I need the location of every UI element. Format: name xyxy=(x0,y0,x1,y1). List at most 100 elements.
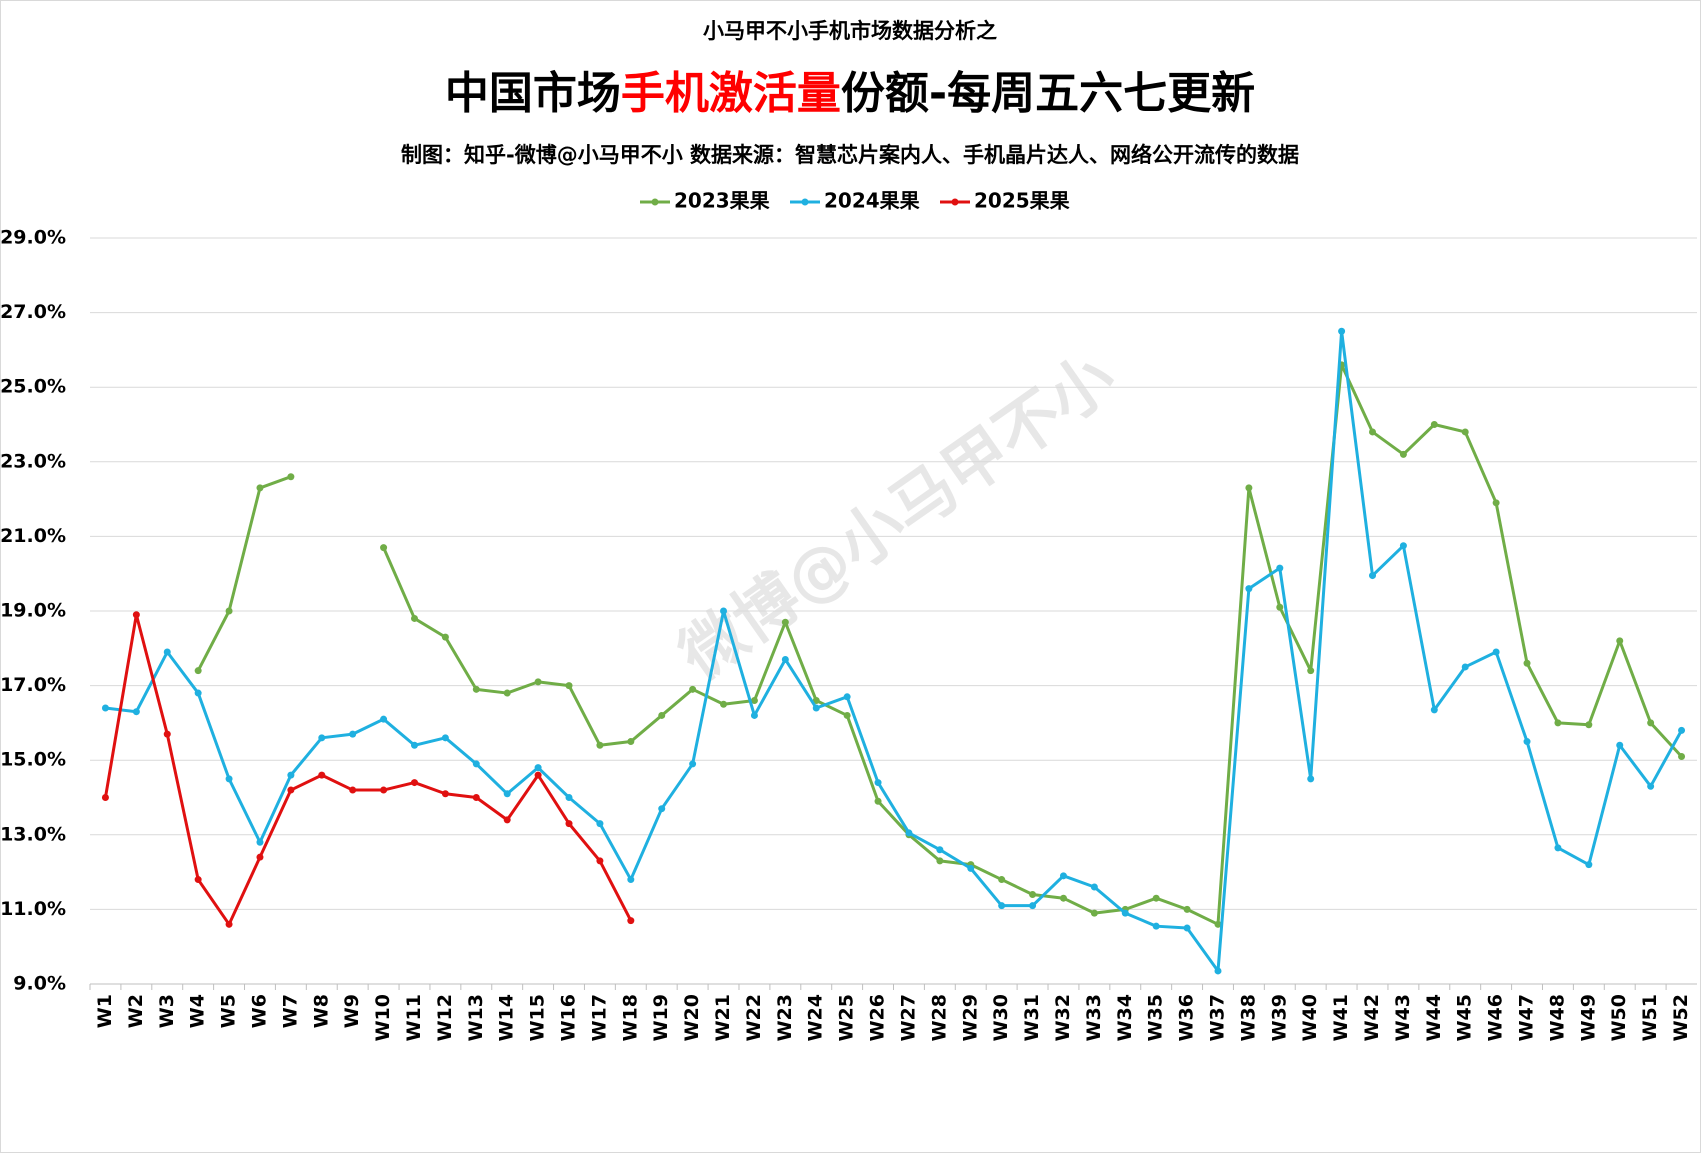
y-tick-label: 17.0% xyxy=(0,674,66,696)
x-tick-label: W34 xyxy=(1114,994,1136,1041)
series-point xyxy=(812,704,820,712)
y-tick-label: 23.0% xyxy=(0,450,66,472)
series-point xyxy=(1214,920,1222,928)
series-point xyxy=(380,786,388,794)
series-point xyxy=(1678,726,1686,734)
series-point xyxy=(503,816,511,824)
legend-dot xyxy=(651,198,659,206)
series-point xyxy=(1059,872,1067,880)
x-tick-label: W26 xyxy=(867,994,889,1041)
y-tick-label: 27.0% xyxy=(0,301,66,323)
series-point xyxy=(1647,782,1655,790)
series-point xyxy=(472,685,480,693)
title-part: 手机激活量 xyxy=(621,68,841,119)
series-point xyxy=(163,730,171,738)
series-point xyxy=(1399,542,1407,550)
series-point xyxy=(936,857,944,865)
series-point xyxy=(874,797,882,805)
series-point xyxy=(1585,861,1593,869)
x-tick-label: W22 xyxy=(743,994,765,1041)
series-point xyxy=(781,655,789,663)
y-tick-label: 11.0% xyxy=(0,898,66,920)
x-tick-label: W14 xyxy=(496,994,518,1041)
series-point xyxy=(1183,905,1191,913)
series-point xyxy=(781,618,789,626)
x-tick-label: W8 xyxy=(310,994,332,1028)
series-point xyxy=(1369,572,1377,580)
series-point xyxy=(1307,667,1315,675)
x-tick-label: W47 xyxy=(1516,994,1538,1041)
x-tick-label: W27 xyxy=(897,994,919,1041)
x-tick-label: W39 xyxy=(1268,994,1290,1041)
chart-title: 中国市场手机激活量份额-每周五六七更新 xyxy=(445,68,1255,119)
series-point xyxy=(225,607,233,615)
series-point xyxy=(503,689,511,697)
x-tick-label: W40 xyxy=(1299,994,1321,1041)
subtitle: 制图：知乎-微博@小马甲不小 数据来源：智慧芯片案内人、手机晶片达人、网络公开流… xyxy=(401,143,1299,167)
series-point xyxy=(163,648,171,656)
series-point xyxy=(349,730,357,738)
series-point xyxy=(410,779,418,787)
x-tick-label: W36 xyxy=(1176,994,1198,1041)
x-tick-label: W33 xyxy=(1083,994,1105,1041)
series-point xyxy=(1059,894,1067,902)
series-point xyxy=(998,902,1006,910)
y-tick-label: 15.0% xyxy=(0,749,66,771)
series-point xyxy=(874,779,882,787)
series-point xyxy=(596,857,604,865)
series-point xyxy=(967,864,975,872)
series-point xyxy=(1461,428,1469,436)
series-point xyxy=(349,786,357,794)
x-tick-label: W9 xyxy=(341,994,363,1028)
x-tick-label: W4 xyxy=(187,994,209,1028)
series-point xyxy=(627,738,635,746)
series-point xyxy=(256,853,264,861)
series-point xyxy=(132,708,140,716)
y-tick-label: 13.0% xyxy=(0,823,66,845)
x-tick-label: W52 xyxy=(1670,994,1692,1041)
y-tick-label: 9.0% xyxy=(13,973,66,995)
x-tick-label: W7 xyxy=(279,994,301,1028)
series-point xyxy=(720,700,728,708)
series-point xyxy=(441,633,449,641)
series-point xyxy=(194,876,202,884)
legend-dot xyxy=(801,198,809,206)
x-tick-label: W13 xyxy=(465,994,487,1041)
series-point xyxy=(750,697,758,705)
series-point xyxy=(225,920,233,928)
x-tick-label: W41 xyxy=(1330,994,1352,1041)
legend-dot xyxy=(951,198,959,206)
series-point xyxy=(843,693,851,701)
series-point xyxy=(1585,721,1593,729)
x-tick-label: W51 xyxy=(1639,994,1661,1041)
series-point xyxy=(1121,909,1129,917)
series-point xyxy=(380,544,388,552)
x-tick-label: W49 xyxy=(1577,994,1599,1041)
x-tick-label: W15 xyxy=(527,994,549,1041)
x-tick-label: W5 xyxy=(218,994,240,1028)
series-point xyxy=(689,760,697,768)
title-part: 份额-每周五六七更新 xyxy=(841,68,1255,119)
series-point xyxy=(1090,909,1098,917)
series-point xyxy=(1616,637,1624,645)
series-point xyxy=(1461,663,1469,671)
x-tick-label: W42 xyxy=(1361,994,1383,1041)
series-point xyxy=(1029,902,1037,910)
y-tick-label: 21.0% xyxy=(0,525,66,547)
series-point xyxy=(1183,924,1191,932)
series-point xyxy=(194,689,202,697)
series-point xyxy=(1523,738,1531,746)
x-tick-label: W25 xyxy=(836,994,858,1041)
x-tick-label: W46 xyxy=(1485,994,1507,1041)
series-point xyxy=(843,711,851,719)
series-point xyxy=(658,711,666,719)
x-tick-label: W28 xyxy=(928,994,950,1041)
series-point xyxy=(441,734,449,742)
x-tick-label: W17 xyxy=(588,994,610,1041)
series-point xyxy=(318,734,326,742)
series-point xyxy=(472,760,480,768)
series-point xyxy=(1554,719,1562,727)
series-point xyxy=(1276,603,1284,611)
